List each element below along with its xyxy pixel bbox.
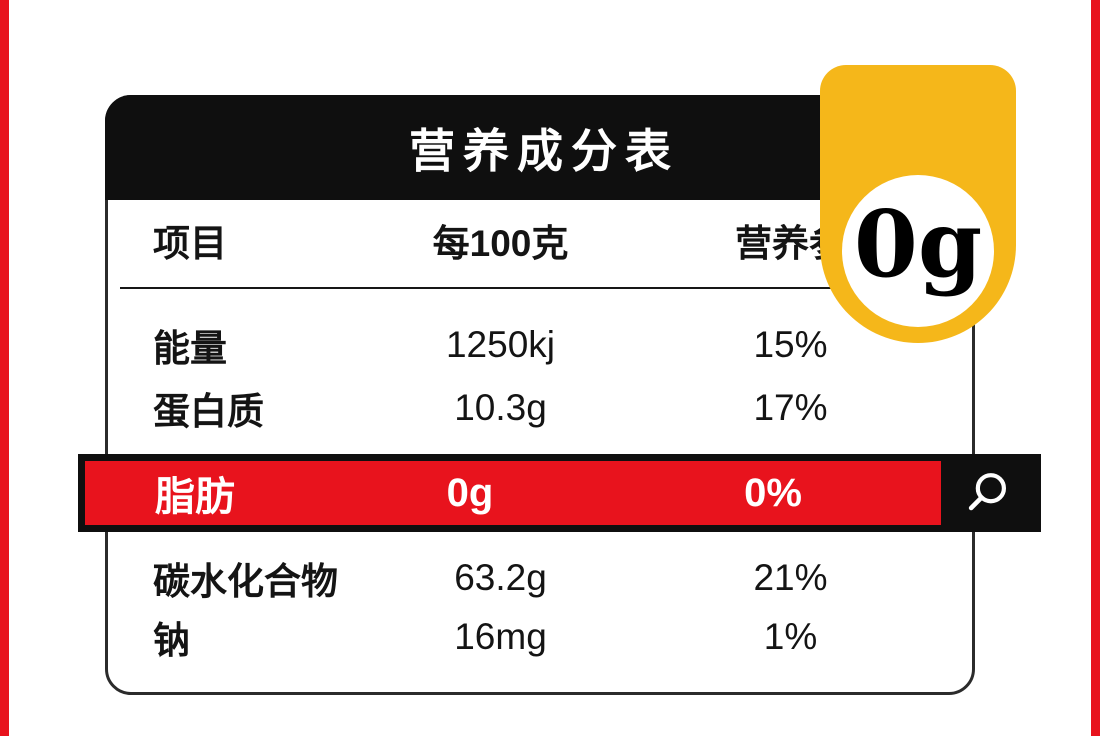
magnifier-icon	[968, 473, 1006, 511]
row-label: 脂肪	[155, 475, 235, 519]
left-red-strip	[0, 0, 9, 736]
highlight-row-fat: 脂肪 0g 0%	[78, 454, 1041, 532]
row-value: 10.3g	[454, 387, 547, 428]
table-title: 营养成分表	[409, 124, 679, 177]
table-row-carbohydrate: 碳水化合物 63.2g 21%	[108, 548, 972, 608]
zero-fat-badge: 0g	[820, 65, 1016, 343]
row-value: 16mg	[454, 616, 547, 657]
badge-circle: 0g	[842, 175, 994, 327]
table-row-energy: 能量 1250kj 15%	[108, 315, 972, 375]
row-label: 碳水化合物	[153, 561, 338, 602]
row-label: 钠	[153, 620, 190, 661]
table-row-protein: 蛋白质 10.3g 17%	[108, 378, 972, 438]
row-value: 0g	[446, 470, 494, 515]
header-divider	[120, 287, 960, 289]
row-nrv: 17%	[753, 387, 828, 428]
row-label: 蛋白质	[153, 391, 264, 432]
table-header-row: 项目 每100克 营养参	[108, 210, 972, 270]
col-header-item: 项目	[153, 223, 227, 264]
row-nrv: 1%	[763, 616, 818, 657]
right-red-strip	[1091, 0, 1100, 736]
row-value: 63.2g	[454, 557, 547, 598]
row-nrv: 0%	[744, 470, 802, 515]
row-value: 1250kj	[445, 324, 556, 365]
col-header-per100g: 每100克	[432, 223, 569, 264]
magnifier-cell	[941, 461, 1034, 525]
row-nrv: 21%	[753, 557, 828, 598]
table-row-sodium: 钠 16mg 1%	[108, 607, 972, 667]
badge-value: 0g	[853, 190, 983, 298]
row-nrv: 15%	[753, 324, 828, 365]
row-label: 能量	[153, 328, 227, 369]
